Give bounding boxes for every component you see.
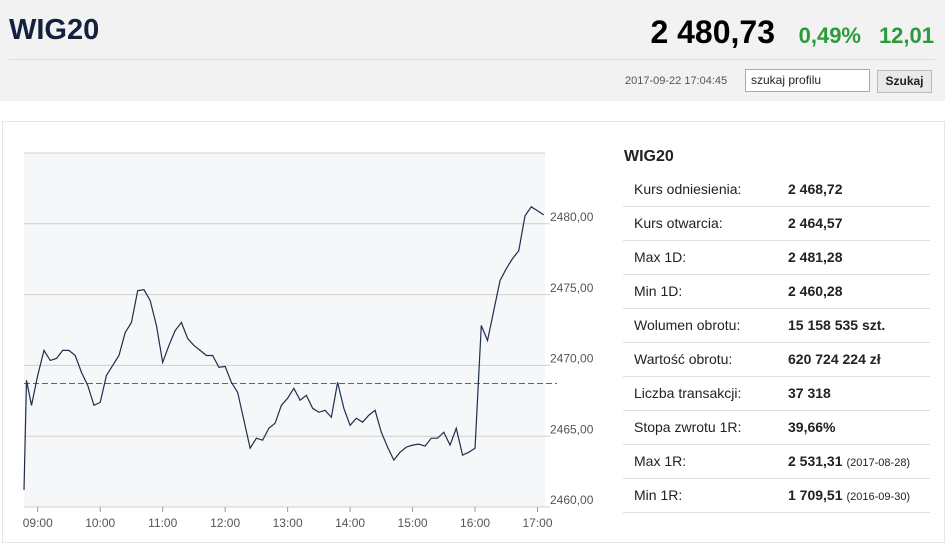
row-value: 2 460,28 — [788, 283, 843, 299]
table-row: Liczba transakcji: 37 318 — [623, 376, 930, 411]
row-label: Liczba transakcji: — [634, 385, 742, 401]
row-label: Kurs odniesienia: — [634, 181, 742, 197]
table-row: Wartość obrotu: 620 724 224 zł — [623, 342, 930, 377]
row-label: Stopa zwrotu 1R: — [634, 419, 742, 435]
table-row: Max 1R: 2 531,31 (2017-08-28) — [623, 444, 930, 479]
chart: 2460,00 2465,00 2470,00 2475,00 2480,00 09:00… — [23, 152, 594, 530]
y-tick-label: 2470,00 — [550, 352, 594, 366]
change: 12,01 — [878, 23, 934, 48]
header: WIG20 2 480,73 0,49% 12,01 2017-09-22 17… — [0, 0, 945, 101]
row-label: Max 1D: — [634, 249, 687, 265]
row-value: 620 724 224 zł — [788, 351, 881, 367]
search-button[interactable]: Szukaj — [877, 70, 932, 93]
change-pct: 0,49% — [798, 23, 861, 48]
table-row: Kurs otwarcia: 2 464,57 — [623, 206, 930, 241]
row-date: (2016-09-30) — [846, 491, 911, 503]
row-value-group: 2 531,31 (2017-08-28) — [788, 453, 910, 469]
y-tick-label: 2475,00 — [550, 281, 594, 295]
table-row: Kurs odniesienia: 2 468,72 — [623, 172, 930, 207]
row-value-group: 1 709,51 (2016-09-30) — [788, 487, 910, 503]
index-title: WIG20 — [9, 14, 100, 46]
row-value: 39,66% — [788, 419, 836, 435]
search-input[interactable]: szukaj profilu — [745, 69, 870, 92]
x-tick-label: 09:00 — [23, 516, 53, 530]
row-value: 37 318 — [788, 385, 831, 401]
timestamp: 2017-09-22 17:04:45 — [625, 75, 728, 87]
price-line — [23, 205, 545, 491]
x-tick-label: 15:00 — [398, 516, 428, 530]
row-label: Max 1R: — [634, 453, 687, 469]
row-value: 2 468,72 — [788, 181, 843, 197]
row-value: 15 158 535 szt. — [788, 317, 886, 333]
row-value: 2 464,57 — [788, 215, 843, 231]
table-title: WIG20 — [624, 148, 674, 165]
row-value: 2 481,28 — [788, 249, 843, 265]
x-tick-label: 17:00 — [522, 516, 552, 530]
row-label: Wartość obrotu: — [634, 351, 733, 367]
row-label: Min 1R: — [634, 487, 683, 503]
x-tick-label: 10:00 — [85, 516, 115, 530]
row-label: Min 1D: — [634, 283, 683, 299]
y-tick-label: 2480,00 — [550, 210, 594, 224]
x-tick-label: 11:00 — [148, 516, 177, 530]
plot-area — [24, 153, 545, 507]
x-tick-label: 14:00 — [335, 516, 365, 530]
table-row: Stopa zwrotu 1R: 39,66% — [623, 410, 930, 445]
row-date: (2017-08-28) — [846, 457, 911, 469]
table-row: Min 1D: 2 460,28 — [623, 274, 930, 309]
separator — [9, 59, 935, 60]
x-tick-label: 12:00 — [210, 516, 240, 530]
table-row: Wolumen obrotu: 15 158 535 szt. — [623, 308, 930, 343]
row-value: 2 531,31 — [788, 453, 843, 469]
x-tick-label: 16:00 — [460, 516, 490, 530]
price: 2 480,73 — [650, 14, 775, 50]
table-row: Min 1R: 1 709,51 (2016-09-30) — [623, 478, 930, 513]
row-label: Kurs otwarcia: — [634, 215, 723, 231]
y-tick-label: 2465,00 — [550, 422, 594, 436]
row-label: Wolumen obrotu: — [634, 317, 741, 333]
x-tick-label: 13:00 — [273, 516, 303, 530]
y-tick-label: 2460,00 — [550, 493, 594, 507]
row-value: 1 709,51 — [788, 487, 843, 503]
table-row: Max 1D: 2 481,28 — [623, 240, 930, 275]
